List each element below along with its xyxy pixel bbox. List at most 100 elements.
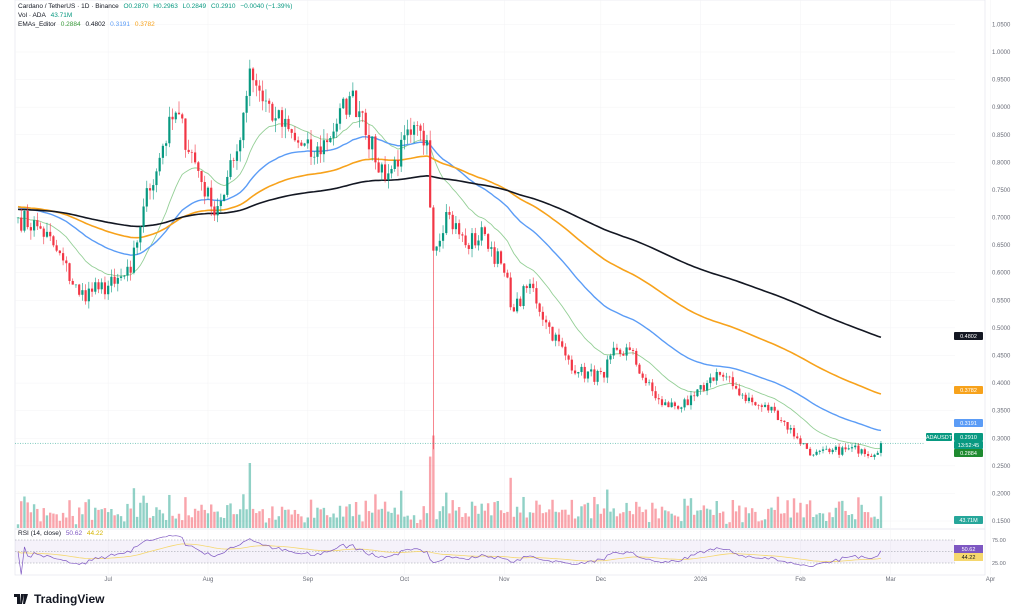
volume-bar xyxy=(106,512,110,528)
candle-body xyxy=(705,383,709,391)
candle-body xyxy=(81,290,84,295)
candle-body xyxy=(406,129,409,136)
candle xyxy=(586,371,590,383)
candle xyxy=(245,90,248,123)
candle xyxy=(326,133,329,152)
candle-body xyxy=(145,188,148,207)
candle-body xyxy=(277,110,280,119)
candle xyxy=(570,355,573,374)
candle xyxy=(648,379,651,386)
candle-body xyxy=(71,280,74,285)
volume-bar xyxy=(647,522,651,528)
candle xyxy=(213,201,216,222)
candle xyxy=(519,296,522,307)
candle-body xyxy=(619,349,622,354)
volume-bar xyxy=(399,490,403,528)
candle xyxy=(219,193,222,213)
candle xyxy=(316,142,319,164)
candle xyxy=(583,362,586,383)
candle-body xyxy=(155,171,158,186)
candle-body xyxy=(194,152,197,163)
volume-bar xyxy=(219,517,223,528)
volume-bar xyxy=(322,507,326,528)
volume-bar xyxy=(831,517,834,528)
ema50-badge: 0.3191 xyxy=(960,421,977,427)
candle xyxy=(216,198,219,223)
volume-bar xyxy=(203,509,206,528)
candle xyxy=(445,204,448,236)
volume-bar xyxy=(625,502,628,528)
candle xyxy=(55,239,58,253)
candle-body xyxy=(474,233,477,246)
candle-body xyxy=(725,376,728,378)
candle xyxy=(522,284,525,310)
symbol-title[interactable]: Cardano / TetherUS · 1D · Binance xyxy=(18,3,119,10)
candle-body xyxy=(631,349,635,351)
candle xyxy=(493,241,496,268)
volume-bar xyxy=(792,498,796,528)
candle xyxy=(573,364,577,376)
rsi-pane: 75.00 25.00 50.62 44.22 xyxy=(15,534,1006,575)
volume-bar xyxy=(599,513,603,528)
candle-body xyxy=(796,436,799,439)
candle xyxy=(696,389,699,398)
candle xyxy=(351,82,354,98)
candle-body xyxy=(567,355,570,360)
candle xyxy=(33,216,36,237)
volume-bar xyxy=(551,499,554,528)
rsi-label[interactable]: RSI (14, close) xyxy=(18,530,61,537)
plot-frame xyxy=(14,0,986,576)
candle-body xyxy=(593,369,596,382)
volume-bar xyxy=(622,512,625,528)
time-tick-label: Aug xyxy=(203,577,214,583)
candle xyxy=(81,282,84,301)
candle-body xyxy=(609,355,612,360)
volume-label[interactable]: Vol · ADA xyxy=(18,12,46,19)
candle xyxy=(879,441,883,457)
volume-bar xyxy=(464,513,467,528)
ema-label[interactable]: EMAs_Editor xyxy=(18,21,56,28)
candle-body xyxy=(557,334,561,342)
candle xyxy=(593,365,596,385)
volume-bar xyxy=(548,509,551,528)
volume-bar xyxy=(277,516,281,528)
candle xyxy=(396,150,400,177)
volume-bar xyxy=(532,512,535,528)
candle xyxy=(319,135,322,163)
volume-bar xyxy=(36,508,39,528)
candle-body xyxy=(602,371,606,378)
candle-body xyxy=(879,443,883,453)
candle-body xyxy=(68,263,71,281)
volume-bar xyxy=(216,511,219,528)
candle xyxy=(300,139,303,147)
volume-bar xyxy=(615,516,619,528)
candle xyxy=(371,136,374,161)
candle-body xyxy=(654,391,657,399)
candle xyxy=(760,403,763,412)
volume-bar xyxy=(177,513,181,528)
candle xyxy=(271,101,274,123)
candle xyxy=(438,233,441,253)
candle-body xyxy=(177,112,181,115)
candle xyxy=(409,117,412,143)
volume-value: 43.71M xyxy=(50,12,73,19)
candle xyxy=(850,443,854,452)
candle-body xyxy=(741,394,744,396)
candle-body xyxy=(261,90,264,102)
volume-bar xyxy=(554,511,557,528)
candle-body xyxy=(541,311,544,320)
candle xyxy=(548,320,551,334)
candle xyxy=(383,156,387,183)
volume-bar xyxy=(342,516,345,528)
candle-body xyxy=(612,347,615,356)
candle xyxy=(480,221,483,246)
volume-bar xyxy=(164,519,168,528)
ema50-badge-bg xyxy=(954,419,983,427)
volume-bar xyxy=(438,511,442,528)
candle xyxy=(42,226,45,245)
candle-body xyxy=(348,96,351,115)
tradingview-logo[interactable]: TradingView xyxy=(14,592,104,606)
candle-body xyxy=(206,187,210,197)
